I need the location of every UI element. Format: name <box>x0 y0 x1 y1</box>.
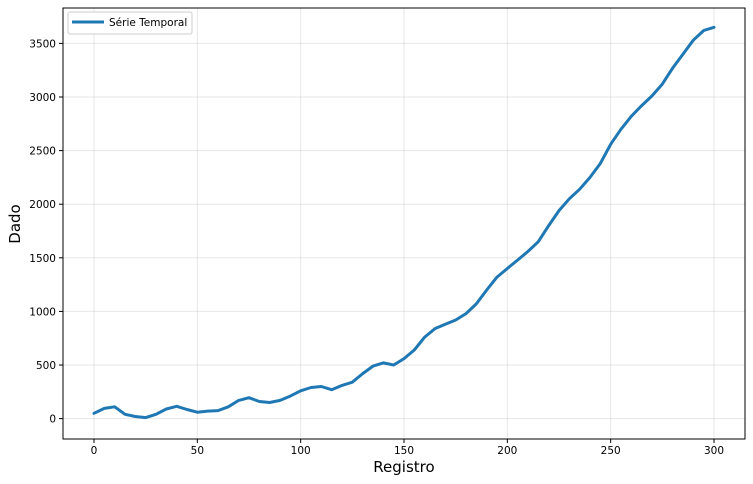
x-tick-label: 250 <box>601 445 621 457</box>
x-axis-title: Registro <box>373 458 434 476</box>
x-tick-label: 150 <box>394 445 414 457</box>
x-tick-label: 300 <box>704 445 724 457</box>
y-tick-label: 2500 <box>29 146 56 158</box>
y-tick-label: 0 <box>49 414 56 426</box>
x-tick-label: 200 <box>497 445 517 457</box>
x-tick-label: 100 <box>291 445 311 457</box>
y-tick-label: 3500 <box>29 38 56 50</box>
legend: Série Temporal <box>67 11 193 35</box>
legend-box <box>67 11 193 35</box>
y-axis-title: Dado <box>6 204 24 243</box>
grid-lines <box>63 8 745 439</box>
x-tick-label: 50 <box>191 445 204 457</box>
y-tick-label: 3000 <box>29 92 56 104</box>
legend-label: Série Temporal <box>109 17 187 29</box>
y-tick-label: 1000 <box>29 306 56 318</box>
x-tick-label: 0 <box>91 445 98 457</box>
x-axis: 0 50 100 150 200 250 300 <box>91 439 724 457</box>
series-line <box>92 25 716 420</box>
y-tick-label: 1500 <box>29 253 56 265</box>
y-tick-label: 2000 <box>29 199 56 211</box>
y-tick-label: 500 <box>36 360 56 372</box>
y-axis: 0 500 1000 1500 2000 2500 3000 3500 <box>29 38 63 426</box>
series-layer <box>92 25 716 420</box>
